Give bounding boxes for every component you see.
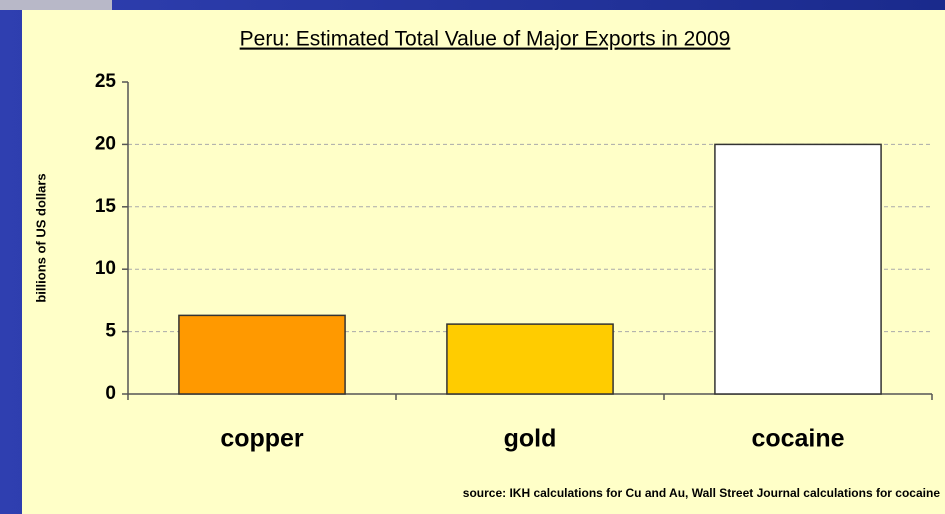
- bar: [446, 323, 614, 395]
- y-tick-label: 25: [95, 71, 117, 92]
- y-tick-label: 0: [105, 383, 116, 404]
- x-tick-label: copper: [220, 425, 304, 453]
- y-tick-label: 20: [95, 133, 116, 154]
- x-tick-label: gold: [504, 425, 557, 453]
- source-note: source: IKH calculations for Cu and Au, …: [463, 486, 941, 500]
- bar: [714, 143, 882, 395]
- x-tick-label: cocaine: [751, 425, 844, 453]
- y-tick-label: 5: [105, 321, 116, 342]
- y-tick-label: 15: [95, 196, 117, 217]
- chart-title: Peru: Estimated Total Value of Major Exp…: [240, 28, 731, 51]
- y-axis-label: billions of US dollars: [33, 173, 48, 302]
- corner-block: [0, 0, 112, 10]
- y-tick-label: 10: [95, 258, 116, 279]
- bar: [178, 314, 346, 395]
